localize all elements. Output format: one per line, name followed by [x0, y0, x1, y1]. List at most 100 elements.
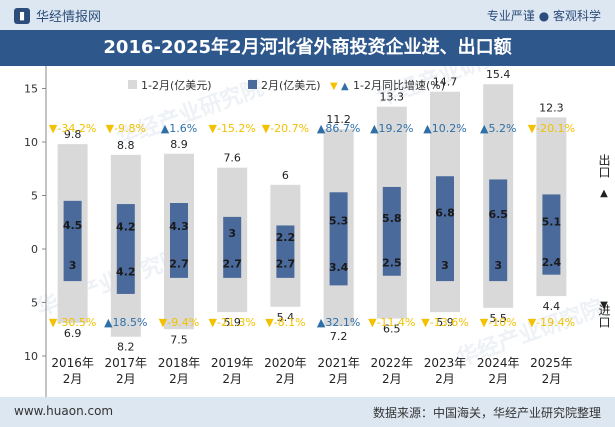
label-export-ytd: 15.4 [486, 68, 511, 81]
bar-month [170, 202, 188, 278]
y-tick-label: 5 [31, 297, 38, 310]
y-tick-label: 0 [31, 243, 38, 256]
label-import-month: 3 [69, 259, 77, 272]
y-tick-label: 10 [24, 136, 38, 149]
label-export-growth: ▲86.7% [317, 122, 360, 135]
bar-month [489, 179, 508, 282]
label-export-month: 4.3 [169, 220, 189, 233]
label-import-month: 3 [494, 259, 502, 272]
label-import-ytd: 6.9 [64, 327, 82, 340]
x-tick-label-year: 2023年 [424, 356, 467, 370]
label-import-growth: ▼-21.3% [209, 316, 256, 329]
x-tick-label-year: 2021年 [317, 356, 360, 370]
label-export-month: 5.1 [542, 216, 562, 229]
legend-marker-up: ▲ [341, 81, 349, 92]
label-export-month: 6.5 [488, 208, 508, 221]
x-tick-label-month: 2月 [116, 372, 136, 386]
bar-month [329, 192, 348, 286]
label-import-growth: ▼-9.4% [159, 316, 199, 329]
data-source: 数据来源：中国海关，华经产业研究院整理 [372, 406, 601, 420]
legend-swatch-month [248, 80, 257, 89]
label-import-growth: ▲18.5% [104, 316, 147, 329]
label-export-ytd: 6 [282, 169, 289, 182]
y-tick-label: 15 [24, 83, 38, 96]
x-tick-label-month: 2月 [222, 372, 242, 386]
label-export-growth: ▲5.2% [480, 122, 516, 135]
bar-month [542, 194, 561, 275]
top-bar: ▮ 华经情报网 专业严谨 ● 客观科学 [0, 0, 615, 30]
label-export-ytd: 13.3 [380, 91, 405, 104]
label-export-growth: ▼-20.7% [262, 122, 309, 135]
label-export-month: 5.3 [329, 215, 349, 228]
bar-month [276, 225, 295, 278]
label-export-growth: ▼-34.2% [49, 122, 96, 135]
label-import-month: 2.5 [382, 256, 402, 269]
label-export-month: 4.2 [116, 221, 136, 234]
legend-marker-down: ▼ [330, 81, 338, 92]
footer-bar: www.huaon.com 数据来源：中国海关，华经产业研究院整理 [0, 397, 615, 427]
legend-label-ytd: 1-2月(亿美元) [141, 79, 212, 92]
import-side-label: 进口 [597, 304, 611, 328]
export-side-label: 出口 [597, 154, 611, 178]
label-import-ytd: 6.5 [383, 323, 401, 336]
label-import-ytd: 7.2 [330, 330, 348, 343]
label-import-ytd: 5.4 [277, 311, 295, 324]
export-arrow-icon: ▲ [600, 188, 608, 199]
x-tick-label-year: 2020年 [264, 356, 307, 370]
label-import-ytd: 5.9 [436, 316, 454, 329]
label-export-growth: ▼-9.8% [106, 122, 146, 135]
label-export-month: 6.8 [435, 207, 455, 220]
brand-logo-icon: ▮ [14, 7, 30, 24]
import-arrow-icon: ▼ [600, 300, 608, 311]
brand-name: 华经情报网 [36, 10, 102, 25]
bar-month [63, 200, 82, 282]
brand: ▮ 华经情报网 [14, 6, 101, 25]
x-tick-label-year: 2025年 [530, 356, 573, 370]
legend-label-month: 2月(亿美元) [261, 79, 321, 92]
legend-swatch-ytd [128, 80, 137, 89]
label-import-ytd: 5.9 [223, 316, 241, 329]
footer-url: www.huaon.com [14, 404, 114, 418]
x-tick-label-year: 2022年 [371, 356, 414, 370]
bar-month [382, 186, 401, 276]
label-import-month: 2.4 [542, 256, 562, 269]
x-tick-label-month: 2月 [488, 372, 508, 386]
label-export-growth: ▲1.6% [161, 122, 197, 135]
label-export-month: 2.2 [276, 231, 296, 244]
label-import-ytd: 8.2 [117, 341, 135, 354]
tagline: 专业严谨 ● 客观科学 [486, 9, 601, 23]
x-tick-label-month: 2月 [169, 372, 189, 386]
label-export-growth: ▲19.2% [370, 122, 413, 135]
x-tick-label-year: 2019年 [211, 356, 254, 370]
label-import-growth: ▼-30.5% [49, 316, 96, 329]
label-import-growth: ▼-11.4% [368, 316, 415, 329]
label-export-ytd: 8.8 [117, 139, 135, 152]
label-import-growth: ▲32.1% [317, 316, 360, 329]
label-export-ytd: 8.9 [170, 138, 188, 151]
bar-month [116, 204, 135, 294]
label-export-month: 4.5 [63, 219, 83, 232]
label-export-growth: ▼-15.2% [209, 122, 256, 135]
label-export-ytd: 9.8 [64, 128, 82, 141]
label-export-growth: ▲10.2% [423, 122, 466, 135]
label-import-month: 2.7 [169, 257, 189, 270]
bar-month [223, 216, 242, 278]
legend-label-growth: 1-2月同比增速(%) [353, 78, 445, 92]
x-tick-label-year: 2018年 [158, 356, 201, 370]
x-tick-label-year: 2024年 [477, 356, 520, 370]
label-import-month: 2.7 [276, 257, 296, 270]
x-tick-label-month: 2月 [63, 372, 83, 386]
label-import-month: 3 [441, 259, 449, 272]
label-export-month: 5.8 [382, 212, 402, 225]
label-import-month: 2.7 [222, 257, 242, 270]
x-tick-label-month: 2月 [329, 372, 349, 386]
label-export-ytd: 12.3 [539, 101, 564, 114]
x-tick-label-month: 2月 [382, 372, 402, 386]
label-import-ytd: 7.5 [170, 333, 188, 346]
chart-title: 2016-2025年2月河北省外商投资企业进、出口额 [0, 30, 615, 66]
label-import-ytd: 4.4 [543, 300, 561, 313]
x-tick-label-month: 2月 [542, 372, 562, 386]
label-import-growth: ▼-10% [480, 316, 517, 329]
label-import-ytd: 5.5 [489, 312, 507, 325]
